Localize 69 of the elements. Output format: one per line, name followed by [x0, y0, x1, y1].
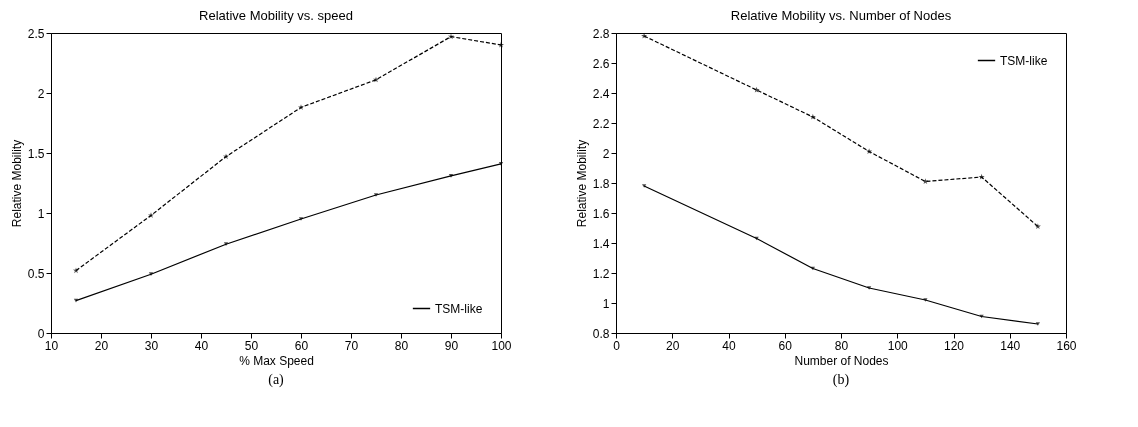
y-tick-label: 1 [602, 296, 610, 311]
x-tick-label: 160 [1056, 338, 1077, 353]
y-tick-label: 1.6 [592, 206, 610, 221]
point [867, 286, 872, 290]
x-tick-label: 40 [194, 338, 209, 353]
y-tick-label: 2.6 [592, 56, 610, 71]
point [866, 148, 873, 155]
x-tick-label: 80 [834, 338, 849, 353]
point [753, 86, 760, 93]
x-tick-label: 100 [887, 338, 909, 353]
point [642, 184, 647, 188]
point [298, 217, 304, 221]
point [448, 173, 454, 178]
y-tick-label: 2 [37, 86, 45, 101]
y-tick-label: 2.8 [592, 26, 610, 41]
point [498, 161, 504, 166]
point [373, 193, 379, 197]
y-tick-label: 1.5 [27, 146, 45, 161]
y-tick-label: 2.5 [27, 26, 45, 41]
x-tick-label: 120 [943, 338, 965, 353]
point [448, 33, 454, 40]
y-tick-label: 0 [37, 326, 45, 341]
y-tick-label: 1.4 [592, 236, 610, 251]
x-axis-title: % Max Speed [239, 353, 314, 368]
x-tick-label: 100 [491, 338, 512, 353]
legend-label: TSM-like [1000, 53, 1048, 68]
point [978, 173, 985, 180]
x-tick-label: 140 [1000, 338, 1021, 353]
y-axis-title: Relative Mobility [574, 139, 589, 228]
y-tick-label: 1.8 [592, 176, 610, 191]
x-axis-title: Number of Nodes [794, 353, 889, 368]
point [923, 298, 928, 302]
y-tick-label: 1.2 [592, 266, 610, 281]
y-tick-label: 2.2 [592, 116, 610, 131]
text: (b) [832, 372, 850, 388]
x-tick-label: 30 [144, 338, 159, 353]
point [73, 267, 79, 274]
line-series [642, 184, 1040, 326]
point [373, 76, 379, 83]
chart-title: Relative Mobility vs. Number of Nodes [730, 8, 952, 23]
point [148, 212, 154, 218]
point [298, 104, 304, 110]
x-tick-label: 0 [613, 338, 621, 353]
point [148, 272, 154, 277]
x-tick-label: 70 [344, 338, 359, 353]
point [73, 298, 79, 303]
text: (a) [268, 372, 285, 388]
y-tick-label: 2.4 [592, 86, 610, 101]
legend-label: TSM-like [435, 301, 483, 316]
x-tick-label: 20 [94, 338, 109, 353]
x-tick-label: 10 [44, 338, 59, 353]
chart-title: Relative Mobility vs. speed [199, 8, 353, 23]
x-tick-label: 20 [666, 338, 680, 353]
x-tick-label: 90 [444, 338, 459, 353]
x-tick-label: 80 [394, 338, 409, 353]
x-tick-label: 40 [722, 338, 736, 353]
point [1034, 223, 1041, 230]
point [498, 41, 504, 48]
y-tick-label: 0.5 [27, 266, 45, 281]
y-tick-label: 1 [37, 206, 45, 221]
y-axis-title: Relative Mobility [9, 139, 24, 228]
point [223, 242, 229, 247]
x-tick-label: 60 [294, 338, 309, 353]
y-tick-label: 2 [602, 146, 610, 161]
x-tick-label: 50 [244, 338, 259, 353]
y-tick-label: 0.8 [592, 326, 610, 341]
x-tick-label: 60 [778, 338, 793, 353]
point [223, 153, 229, 160]
point [1035, 322, 1040, 326]
